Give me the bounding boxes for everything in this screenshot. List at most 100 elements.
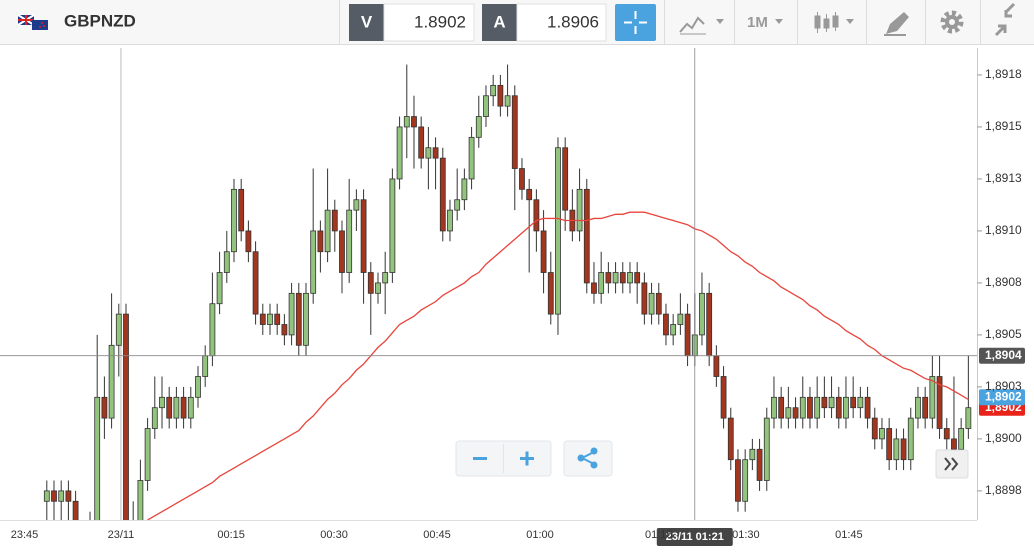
bid-box[interactable] bbox=[383, 3, 475, 42]
candle-body bbox=[231, 188, 237, 253]
candle-body bbox=[821, 396, 828, 409]
y-tick-label: 1,8903 bbox=[985, 379, 1022, 393]
candle-body bbox=[612, 272, 619, 284]
bid-button[interactable] bbox=[349, 4, 384, 41]
candle-body bbox=[598, 272, 605, 294]
collapse-button[interactable] bbox=[994, 2, 1016, 37]
candle-body bbox=[591, 282, 597, 294]
candle-body bbox=[281, 324, 288, 336]
candle-body bbox=[648, 292, 655, 315]
ask-button[interactable] bbox=[482, 4, 517, 41]
bid-value: 1.8902 bbox=[414, 12, 466, 31]
candle-body bbox=[533, 199, 540, 232]
y-tick-label: 1,8910 bbox=[985, 223, 1022, 237]
candle-body bbox=[94, 396, 101, 520]
candle-body bbox=[303, 292, 309, 346]
candle-body bbox=[526, 188, 533, 201]
candle-body bbox=[403, 116, 410, 128]
candle-body bbox=[619, 272, 626, 284]
candle-body bbox=[238, 188, 245, 232]
candle-body bbox=[763, 417, 770, 481]
candle-body bbox=[497, 84, 504, 107]
zoom-controls bbox=[455, 440, 552, 477]
moving-average bbox=[147, 211, 969, 520]
candle-body bbox=[727, 417, 734, 461]
candle-body bbox=[511, 95, 518, 169]
candle-body bbox=[886, 428, 893, 461]
x-tick-label: 01:30 bbox=[732, 529, 760, 541]
chart-type-button[interactable] bbox=[679, 16, 724, 35]
candle-body bbox=[382, 272, 389, 284]
candle-body bbox=[58, 490, 65, 502]
candle-body bbox=[850, 396, 857, 409]
plot bbox=[0, 48, 977, 553]
candle-body bbox=[461, 178, 468, 201]
candle-body bbox=[807, 396, 813, 419]
candle-body bbox=[72, 500, 79, 520]
candle-body bbox=[454, 199, 461, 211]
candle-body bbox=[411, 116, 417, 128]
candle-body bbox=[605, 272, 612, 284]
candle-body bbox=[562, 147, 569, 211]
candle-body bbox=[742, 459, 749, 502]
candle-body bbox=[583, 188, 590, 284]
candle-body bbox=[771, 396, 777, 419]
candle-body bbox=[317, 230, 324, 253]
candle-body bbox=[547, 272, 554, 315]
candle-body bbox=[828, 396, 835, 409]
candle-body bbox=[540, 230, 547, 273]
crosshair-button[interactable] bbox=[615, 4, 656, 41]
draw-button[interactable] bbox=[884, 12, 909, 36]
candle-body bbox=[80, 543, 85, 553]
candle-body bbox=[893, 438, 900, 461]
candle-body bbox=[871, 417, 878, 440]
candle-body bbox=[159, 396, 165, 409]
candle-body bbox=[432, 147, 439, 159]
candle-body bbox=[468, 136, 475, 180]
candle-body bbox=[223, 251, 230, 273]
candle-body bbox=[720, 376, 727, 419]
x-tick-label: 01:00 bbox=[526, 529, 554, 541]
candle-body bbox=[339, 230, 345, 273]
candle-body bbox=[483, 95, 489, 117]
candle-body bbox=[274, 313, 281, 325]
ask-box[interactable] bbox=[516, 3, 607, 42]
candle-body bbox=[778, 396, 785, 419]
candle-type-button[interactable] bbox=[814, 12, 854, 33]
ask-value: 1.8906 bbox=[547, 12, 599, 31]
candle-body bbox=[951, 438, 957, 450]
y-tick-label: 1,8898 bbox=[985, 483, 1022, 497]
candle-body bbox=[367, 272, 374, 294]
bid-label: V bbox=[361, 12, 373, 31]
candle-body bbox=[252, 251, 259, 315]
crosshair-x-label: 23/11 01:21 bbox=[666, 531, 724, 543]
candle-body bbox=[115, 313, 122, 346]
candle-body bbox=[195, 376, 201, 398]
candle-body bbox=[504, 95, 511, 107]
candle-body bbox=[864, 396, 871, 419]
candle-body bbox=[389, 178, 396, 273]
share-button[interactable] bbox=[563, 440, 613, 477]
candle-body bbox=[958, 428, 965, 450]
candle-body bbox=[792, 407, 799, 419]
candle-body bbox=[835, 396, 842, 419]
zoom-in[interactable] bbox=[520, 451, 534, 466]
candle-body bbox=[267, 313, 273, 325]
candle-body bbox=[915, 396, 921, 419]
timeframe[interactable]: 1M bbox=[747, 14, 768, 31]
price-label-box bbox=[979, 389, 1025, 406]
candle-body bbox=[202, 355, 209, 377]
settings-button[interactable] bbox=[940, 10, 964, 34]
candle-body bbox=[576, 188, 583, 232]
candle-body bbox=[360, 199, 367, 273]
x-tick-label: 00:30 bbox=[320, 529, 348, 541]
candle-body bbox=[245, 230, 252, 253]
candle-body bbox=[331, 209, 338, 232]
scroll-to-end-button[interactable] bbox=[935, 449, 969, 479]
candle-body bbox=[684, 313, 691, 357]
crosshair-x-box bbox=[656, 528, 733, 546]
candle-body bbox=[627, 272, 633, 284]
